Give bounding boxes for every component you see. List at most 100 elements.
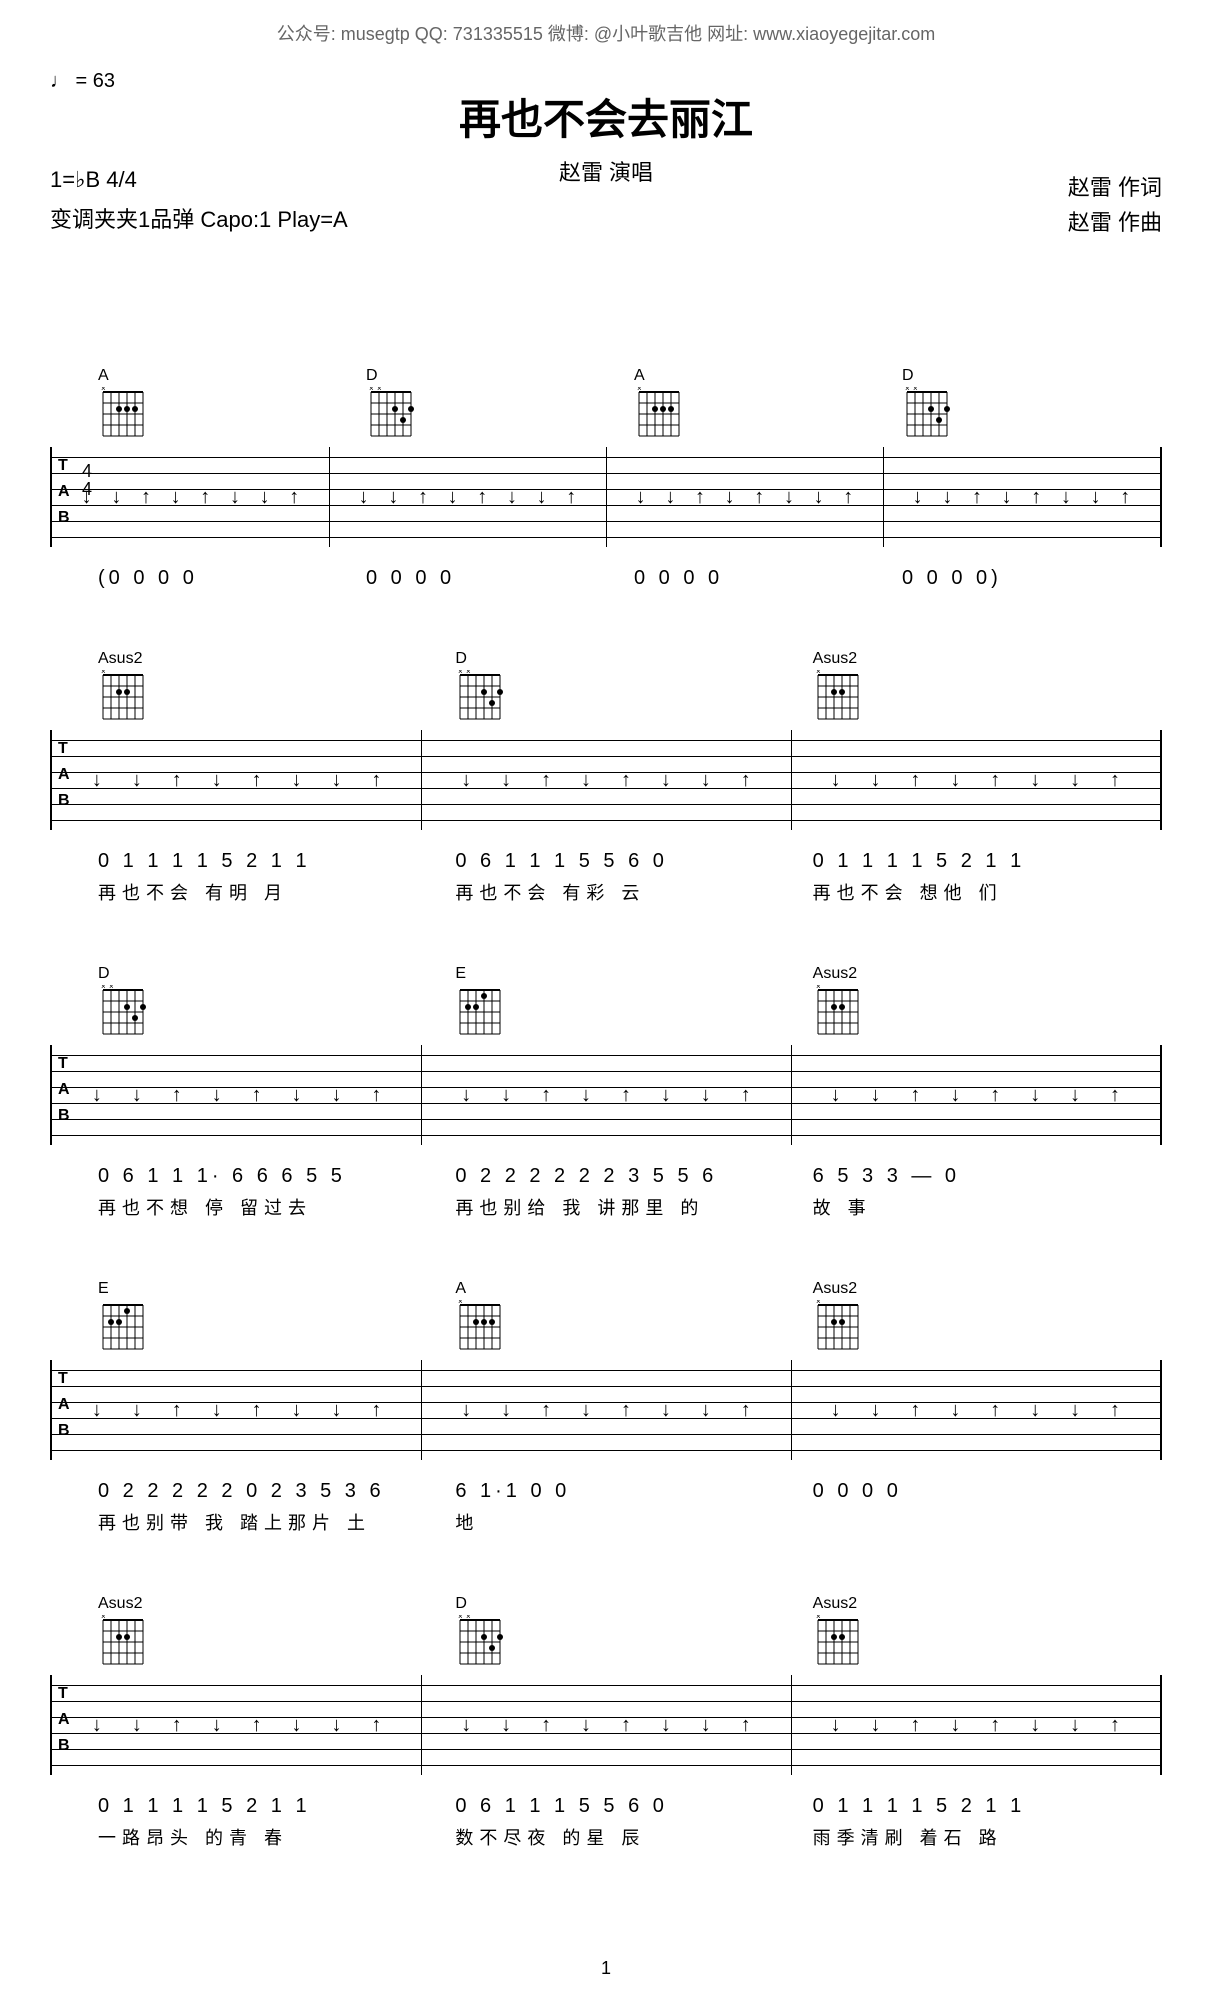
strum-arrow: ↓ bbox=[501, 1715, 511, 1735]
strum-arrow: ↓ bbox=[260, 487, 270, 507]
strum-pattern: ↓↓↑↓↑↓↓↑↓↓↑↓↑↓↓↑↓↓↑↓↑↓↓↑↓↓↑↓↑↓↓↑ bbox=[52, 447, 1160, 547]
strum-arrow: ↑ bbox=[541, 1400, 551, 1420]
lyrics-line: 再也不会 有明 月 bbox=[98, 879, 439, 905]
svg-text:×: × bbox=[913, 387, 918, 393]
strum-arrow: ↓ bbox=[292, 1085, 302, 1105]
chord-diagram-svg: × bbox=[98, 1615, 148, 1670]
strum-arrow: ↓ bbox=[1030, 1085, 1040, 1105]
strum-arrow: ↓ bbox=[942, 487, 952, 507]
strum-arrow: ↓ bbox=[92, 1085, 102, 1105]
strum-arrow: ↑ bbox=[566, 487, 576, 507]
tab-staff: TAB↓↓↑↓↑↓↓↑↓↓↑↓↑↓↓↑↓↓↑↓↑↓↓↑ bbox=[50, 1675, 1162, 1775]
chord-diagram-svg: × bbox=[98, 387, 148, 442]
strum-arrow: ↑ bbox=[252, 770, 262, 790]
strum-arrow: ↑ bbox=[172, 1085, 182, 1105]
jianpu-numbers: 6 5 3 3 — 0 bbox=[813, 1165, 1154, 1188]
notation-measure: 0 2 2 2 2 2 2 3 5 5 6再也别给 我 讲那里 的 bbox=[447, 1165, 804, 1220]
chord-slot: D×× bbox=[894, 367, 1162, 447]
svg-text:×: × bbox=[816, 670, 821, 676]
lyrics-line: 再也不会 有彩 云 bbox=[455, 879, 796, 905]
chord-slot: D×× bbox=[447, 1595, 804, 1675]
strum-measure: ↓↓↑↓↑↓↓↑ bbox=[52, 730, 421, 830]
chord-name: D bbox=[447, 650, 804, 668]
notation-measure: 0 0 0 0 bbox=[626, 567, 894, 590]
strum-arrow: ↓ bbox=[292, 1715, 302, 1735]
key-signature: 1=♭B 4/4 bbox=[50, 160, 348, 200]
chord-diagram-svg: × bbox=[455, 1300, 505, 1355]
strum-arrow: ↓ bbox=[701, 1400, 711, 1420]
chord-name: A bbox=[90, 367, 358, 385]
jianpu-numbers: 0 6 1 1 1· 6 6 6 5 5 bbox=[98, 1165, 439, 1188]
chord-name: Asus2 bbox=[805, 1595, 1162, 1613]
strum-arrow: ↓ bbox=[132, 1715, 142, 1735]
chord-name: D bbox=[90, 965, 447, 983]
strum-arrow: ↑ bbox=[541, 770, 551, 790]
strum-arrow: ↓ bbox=[725, 487, 735, 507]
strum-measure: ↓↓↑↓↑↓↓↑ bbox=[52, 447, 329, 547]
strum-arrow: ↓ bbox=[1030, 1400, 1040, 1420]
strum-arrow: ↓ bbox=[171, 487, 181, 507]
strum-arrow: ↓ bbox=[92, 770, 102, 790]
strum-arrow: ↑ bbox=[910, 1715, 920, 1735]
chord-slot: Asus2× bbox=[90, 1595, 447, 1675]
chord-name: E bbox=[90, 1280, 447, 1298]
strum-arrow: ↑ bbox=[990, 1085, 1000, 1105]
jianpu-numbers: 0 0 0 0 bbox=[366, 567, 618, 590]
strum-pattern: ↓↓↑↓↑↓↓↑↓↓↑↓↑↓↓↑↓↓↑↓↑↓↓↑ bbox=[52, 1675, 1160, 1775]
strum-arrow: ↓ bbox=[461, 1085, 471, 1105]
strum-measure: ↓↓↑↓↑↓↓↑ bbox=[606, 447, 883, 547]
music-system: Asus2×D××Asus2×TAB↓↓↑↓↑↓↓↑↓↓↑↓↑↓↓↑↓↓↑↓↑↓… bbox=[50, 1595, 1162, 1850]
strum-arrow: ↑ bbox=[910, 770, 920, 790]
chord-diagram-svg: ×× bbox=[455, 1615, 505, 1670]
chord-slot: A× bbox=[626, 367, 894, 447]
notation-measure: 0 1 1 1 1 5 2 1 1再也不会 想他 们 bbox=[805, 850, 1162, 905]
strum-arrow: ↑ bbox=[972, 487, 982, 507]
strum-arrow: ↓ bbox=[537, 487, 547, 507]
strum-arrow: ↓ bbox=[1030, 1715, 1040, 1735]
lyrics-line: 再也不会 想他 们 bbox=[813, 879, 1154, 905]
lyrics-line: 雨季清刷 着石 路 bbox=[813, 1824, 1154, 1850]
strum-arrow: ↓ bbox=[212, 770, 222, 790]
chord-diagram-svg bbox=[98, 1300, 148, 1355]
strum-arrow: ↓ bbox=[331, 770, 341, 790]
notation-measure: 0 1 1 1 1 5 2 1 1一路昂头 的青 春 bbox=[90, 1795, 447, 1850]
strum-arrow: ↑ bbox=[541, 1715, 551, 1735]
strum-arrow: ↑ bbox=[1120, 487, 1130, 507]
strum-arrow: ↓ bbox=[331, 1715, 341, 1735]
notation-measure: 6 5 3 3 — 0故 事 bbox=[805, 1165, 1162, 1220]
lyrics-line: 再也别带 我 踏上那片 土 bbox=[98, 1509, 439, 1535]
strum-arrow: ↓ bbox=[871, 1400, 881, 1420]
strum-pattern: ↓↓↑↓↑↓↓↑↓↓↑↓↑↓↓↑↓↓↑↓↑↓↓↑ bbox=[52, 1045, 1160, 1145]
strum-arrow: ↑ bbox=[695, 487, 705, 507]
strum-arrow: ↓ bbox=[501, 770, 511, 790]
strum-arrow: ↓ bbox=[581, 1400, 591, 1420]
strum-arrow: ↓ bbox=[448, 487, 458, 507]
strum-arrow: ↑ bbox=[990, 770, 1000, 790]
svg-text:×: × bbox=[458, 1300, 463, 1306]
svg-text:×: × bbox=[458, 670, 463, 676]
chord-slot: Asus2× bbox=[90, 650, 447, 730]
jianpu-numbers: 6 1·1 0 0 bbox=[455, 1480, 796, 1503]
strum-arrow: ↓ bbox=[111, 487, 121, 507]
lyrics-line: 再也别给 我 讲那里 的 bbox=[455, 1194, 796, 1220]
strum-arrow: ↑ bbox=[252, 1085, 262, 1105]
strum-arrow: ↓ bbox=[701, 1715, 711, 1735]
chord-diagram-svg: × bbox=[813, 985, 863, 1040]
strum-arrow: ↓ bbox=[701, 1085, 711, 1105]
notation-measure: 0 6 1 1 1· 6 6 6 5 5再也不想 停 留过去 bbox=[90, 1165, 447, 1220]
chord-name: Asus2 bbox=[805, 1280, 1162, 1298]
jianpu-numbers: 0 0 0 0) bbox=[902, 567, 1154, 590]
chord-name: A bbox=[626, 367, 894, 385]
strum-measure: ↓↓↑↓↑↓↓↑ bbox=[329, 447, 606, 547]
chord-row: Asus2×D××Asus2× bbox=[90, 650, 1162, 730]
strum-measure: ↓↓↑↓↑↓↓↑ bbox=[421, 1045, 790, 1145]
strum-arrow: ↑ bbox=[990, 1715, 1000, 1735]
strum-arrow: ↓ bbox=[831, 1400, 841, 1420]
strum-pattern: ↓↓↑↓↑↓↓↑↓↓↑↓↑↓↓↑↓↓↑↓↑↓↓↑ bbox=[52, 730, 1160, 830]
strum-arrow: ↓ bbox=[831, 1085, 841, 1105]
strum-arrow: ↓ bbox=[331, 1085, 341, 1105]
strum-measure: ↓↓↑↓↑↓↓↑ bbox=[52, 1360, 421, 1460]
strum-arrow: ↓ bbox=[665, 487, 675, 507]
jianpu-numbers: 0 1 1 1 1 5 2 1 1 bbox=[813, 1795, 1154, 1818]
chord-row: Asus2×D××Asus2× bbox=[90, 1595, 1162, 1675]
